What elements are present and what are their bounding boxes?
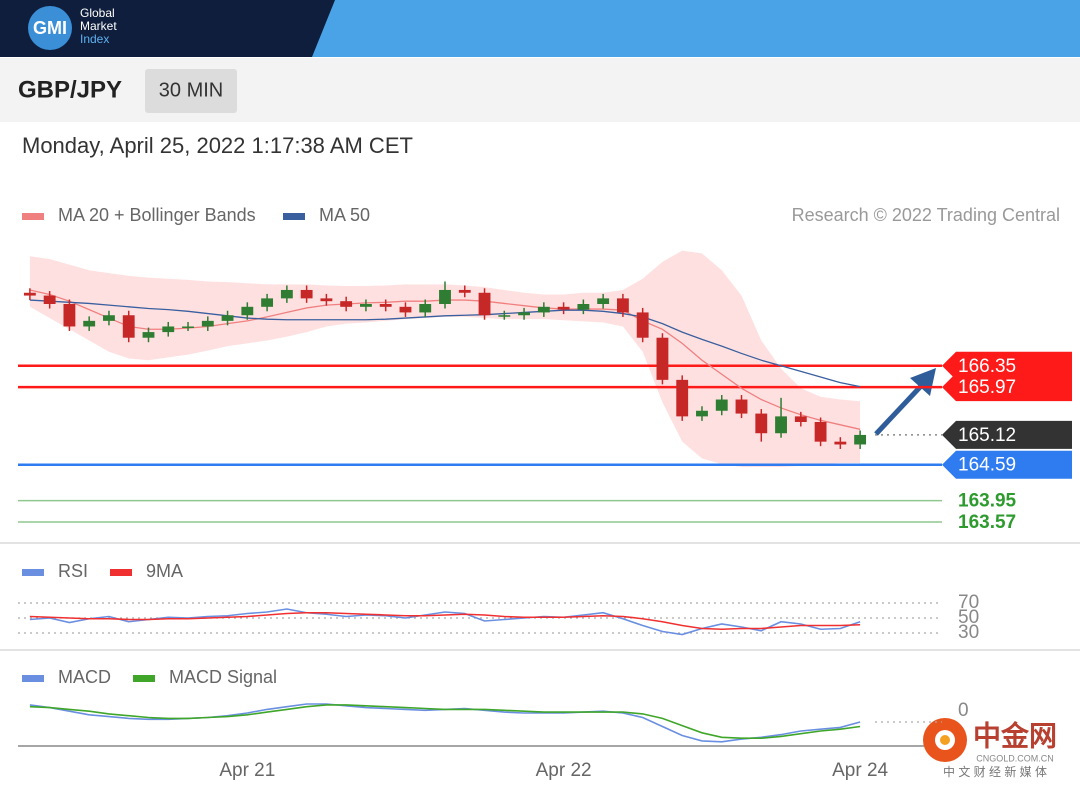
level-label: 165.97	[958, 377, 1016, 398]
candle-body	[419, 304, 432, 313]
brand-line: Index	[80, 32, 109, 46]
watermark-tagline: 中 文 财 经 新 媒 体	[943, 764, 1047, 779]
candle-body	[142, 332, 155, 338]
candle-body	[201, 320, 214, 327]
watermark-logo	[940, 735, 950, 745]
timestamp: Monday, April 25, 2022 1:17:38 AM CET	[22, 133, 413, 158]
candle-body	[261, 298, 274, 307]
candle-body	[577, 304, 590, 310]
level-label: 164.59	[958, 455, 1016, 476]
legend-swatch	[283, 213, 305, 220]
header-brand-area	[0, 0, 335, 57]
candle-body	[616, 298, 629, 313]
level-label-box	[942, 351, 1072, 380]
candle-body	[537, 306, 550, 313]
y-tick-label: 70	[958, 592, 979, 613]
level-label-box	[942, 450, 1072, 479]
logo-circle	[28, 6, 72, 50]
candle-body	[320, 298, 333, 302]
legend-label: MA 50	[319, 205, 370, 225]
indicator-line	[29, 608, 861, 636]
candle-body	[814, 422, 827, 442]
legend-label: MA 20 + Bollinger Bands	[58, 205, 256, 225]
forecast-arrow	[874, 383, 924, 436]
legend-label: RSI	[58, 561, 88, 581]
candle-body	[775, 416, 787, 434]
candle-body	[518, 312, 530, 316]
logo-text: GMI	[33, 18, 67, 38]
interval[interactable]: 30 MIN	[159, 79, 223, 101]
legend-label: MACD	[58, 667, 111, 687]
symbol: GBP/JPY	[18, 76, 122, 103]
candle-body	[300, 289, 313, 299]
candle-body	[83, 320, 96, 327]
candle-body	[557, 306, 570, 310]
legend-swatch	[22, 213, 44, 220]
legend-swatch	[133, 675, 155, 682]
candle-body	[755, 413, 768, 434]
candle-body	[834, 441, 847, 445]
candle-body	[696, 410, 708, 417]
interval-button[interactable]	[145, 69, 237, 113]
legend-label: MACD Signal	[169, 667, 277, 687]
forecast-arrow-head	[910, 368, 936, 396]
level-label: 165.12	[958, 425, 1016, 446]
candle-body	[597, 298, 610, 304]
y-tick-label: 30	[958, 622, 979, 643]
legend-swatch	[22, 675, 44, 682]
candle-body	[23, 292, 36, 296]
candle-body	[182, 326, 194, 328]
candle-body	[715, 399, 728, 411]
legend-swatch	[110, 569, 132, 576]
candle-body	[854, 434, 867, 445]
candle-body	[439, 289, 451, 304]
x-tick-label: Apr 24	[832, 760, 888, 781]
level-label-box	[942, 420, 1072, 449]
watermark-domain: CNGOLD.COM.CN	[976, 753, 1054, 763]
candle-body	[122, 315, 135, 338]
candle-body	[43, 295, 56, 304]
candle-body	[656, 337, 669, 380]
candle-body	[794, 416, 807, 422]
credit: Research © 2022 Trading Central	[792, 205, 1060, 225]
candle-body	[221, 315, 234, 321]
x-tick-label: Apr 21	[219, 760, 275, 781]
level-label: 163.95	[958, 491, 1017, 512]
candle-body	[241, 306, 254, 316]
level-label: 163.57	[958, 512, 1016, 533]
moving-average	[29, 299, 861, 388]
y-tick-label: 0	[958, 700, 969, 721]
candle-body	[478, 292, 491, 316]
candle-body	[162, 326, 175, 333]
candle-body	[676, 379, 689, 417]
indicator-line	[29, 611, 861, 631]
watermark-brand: 中金网	[973, 719, 1057, 751]
x-tick-label: Apr 22	[536, 760, 592, 781]
level-label: 166.35	[958, 356, 1016, 377]
candle-body	[360, 304, 372, 307]
candle-body	[103, 315, 115, 321]
candle-body	[63, 304, 76, 327]
y-tick-label: 50	[958, 607, 979, 628]
legend-label: 9MA	[146, 561, 183, 581]
candle-body	[340, 301, 353, 307]
brand-line: Global	[80, 6, 115, 20]
legend-swatch	[22, 569, 44, 576]
level-label-box	[942, 373, 1072, 402]
candle-body	[458, 289, 471, 293]
candle-body	[636, 312, 649, 338]
candle-body	[735, 399, 748, 414]
candle-body	[498, 315, 511, 317]
indicator-line	[29, 704, 861, 740]
bollinger-band	[29, 250, 861, 467]
candle-body	[399, 306, 412, 313]
candle-body	[280, 289, 293, 299]
brand-line: Market	[80, 19, 117, 33]
candle-body	[379, 304, 392, 307]
